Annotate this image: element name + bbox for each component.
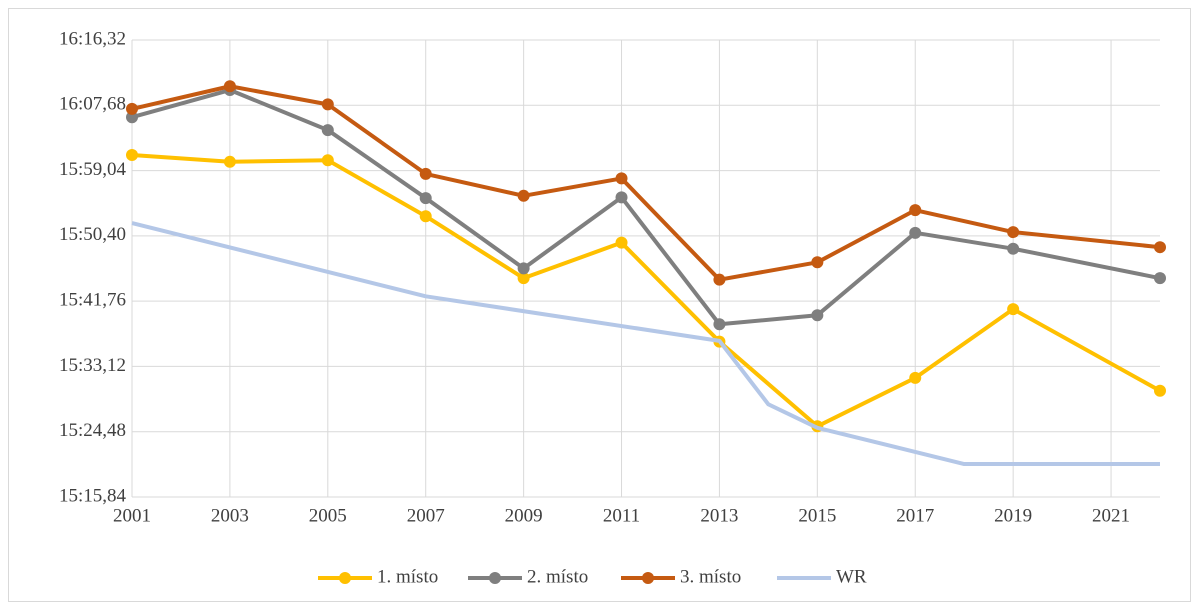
data-point [1007, 303, 1020, 316]
data-point [1154, 241, 1166, 254]
data-point [126, 102, 138, 115]
legend-label: 1. místo [377, 566, 438, 587]
data-point [419, 210, 432, 223]
data-point [615, 236, 628, 249]
y-tick-label: 16:16,32 [59, 28, 126, 49]
data-point [223, 155, 236, 168]
data-point [909, 371, 922, 384]
x-tick-label: 2015 [798, 505, 836, 526]
legend-marker [489, 572, 501, 584]
data-point [321, 154, 334, 167]
data-point [517, 189, 530, 202]
data-point [1154, 384, 1166, 397]
data-point [1154, 272, 1166, 285]
x-tick-label: 2019 [994, 505, 1032, 526]
x-tick-label: 2013 [700, 505, 738, 526]
chart-frame [8, 8, 1191, 602]
legend-marker [339, 572, 351, 584]
data-point [811, 309, 824, 322]
y-tick-label: 15:33,12 [59, 355, 126, 376]
legend-label: 2. místo [527, 566, 588, 587]
x-tick-label: 2007 [407, 505, 445, 526]
data-point [909, 204, 922, 217]
x-tick-label: 2009 [505, 505, 543, 526]
data-point [321, 98, 334, 111]
data-point [909, 226, 922, 239]
x-tick-label: 2011 [603, 505, 640, 526]
data-point [517, 272, 530, 285]
x-tick-label: 2003 [211, 505, 249, 526]
x-tick-label: 2005 [309, 505, 347, 526]
data-point [615, 191, 628, 204]
legend-marker [642, 572, 654, 584]
data-point [615, 172, 628, 185]
data-point [321, 124, 334, 137]
x-tick-label: 2001 [113, 505, 151, 526]
y-tick-label: 15:41,76 [59, 290, 126, 311]
y-tick-label: 15:59,04 [59, 159, 127, 180]
x-tick-label: 2017 [896, 505, 934, 526]
legend-label: 3. místo [680, 566, 741, 587]
data-point [811, 256, 824, 269]
y-tick-label: 15:24,48 [59, 420, 126, 441]
data-point [517, 262, 530, 275]
data-point [713, 273, 726, 286]
legend-label: WR [836, 566, 867, 587]
data-point [126, 111, 138, 124]
y-tick-label: 15:50,40 [59, 224, 126, 245]
data-point [223, 80, 236, 93]
data-point [1007, 226, 1020, 239]
y-tick-label: 15:15,84 [59, 485, 127, 506]
data-point [419, 167, 432, 180]
data-point [419, 192, 432, 205]
y-tick-label: 16:07,68 [59, 94, 126, 115]
data-point [126, 149, 138, 162]
data-point [1007, 242, 1020, 255]
series-line [131, 221, 1160, 467]
x-tick-label: 2021 [1092, 505, 1130, 526]
data-point [713, 318, 726, 331]
